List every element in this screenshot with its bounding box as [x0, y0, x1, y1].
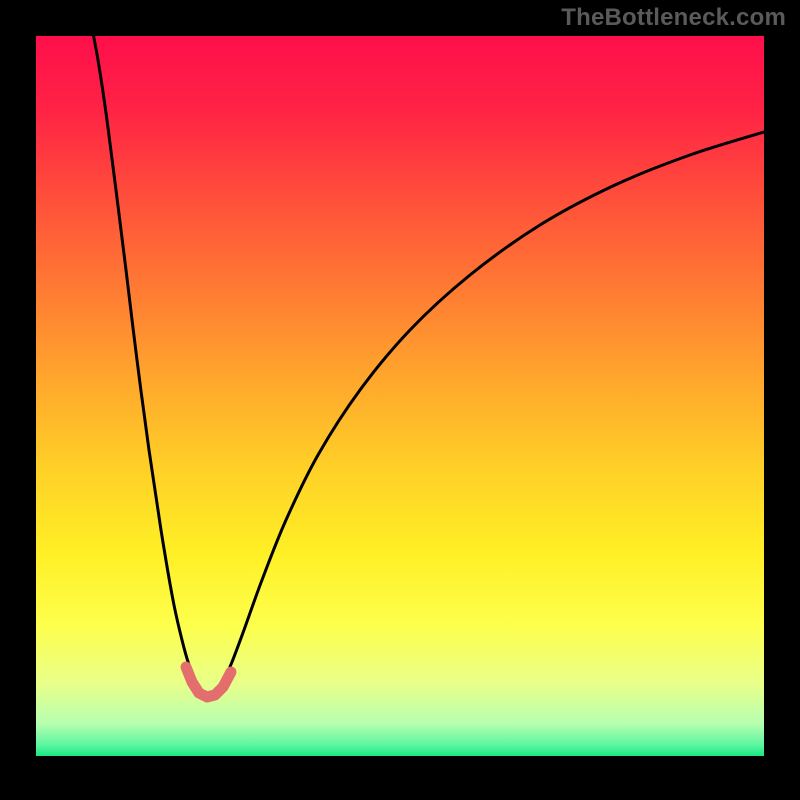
bottleneck-chart-svg [0, 0, 800, 800]
chart-root: TheBottleneck.com [0, 0, 800, 800]
watermark-text: TheBottleneck.com [561, 4, 786, 32]
plot-background-gradient [36, 36, 764, 756]
